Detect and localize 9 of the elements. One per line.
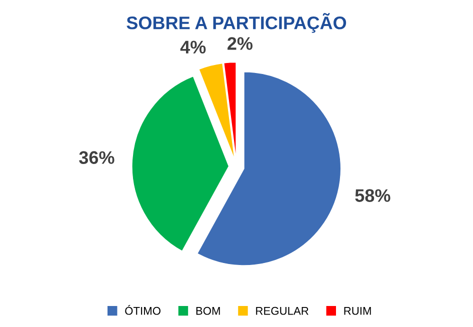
data-label: 58%	[355, 189, 390, 202]
legend-label: BOM	[196, 306, 220, 315]
data-label: 36%	[79, 151, 114, 164]
chart-title: SOBRE A PARTICIPAÇÃO	[126, 13, 346, 33]
legend-label: REGULAR	[256, 306, 308, 315]
legend-label: RUIM	[344, 307, 371, 315]
data-label: 2%	[228, 37, 253, 50]
legend-label: ÓTIMO	[125, 305, 160, 315]
data-label: 4%	[180, 40, 206, 54]
